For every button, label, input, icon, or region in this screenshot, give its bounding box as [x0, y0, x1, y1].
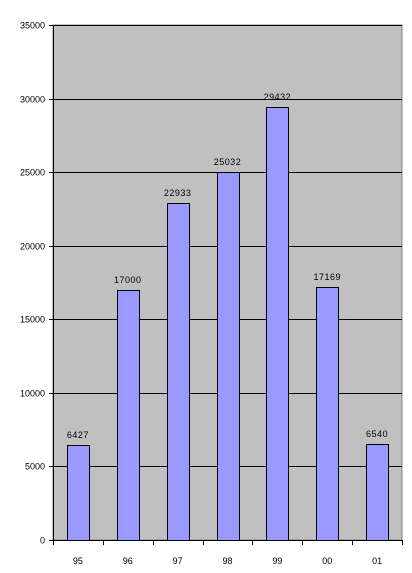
y-tick-label: 20000 — [20, 242, 45, 252]
y-axis: 0 5000 10000 15000 20000 25000 30000 35000 — [20, 21, 54, 546]
bar-96 — [117, 290, 140, 541]
bars — [67, 107, 389, 541]
data-labels: 6427 17000 22933 25032 29432 17169 6540 — [67, 92, 388, 440]
y-tick-label: 15000 — [20, 315, 45, 325]
x-tick-label: 99 — [272, 556, 282, 566]
data-label-99: 29432 — [264, 92, 292, 102]
y-tick-label: 25000 — [20, 168, 45, 178]
y-tick-label: 0 — [40, 536, 45, 546]
bar-97 — [167, 203, 190, 541]
bar-01 — [366, 444, 389, 541]
x-tick-label: 98 — [222, 556, 232, 566]
x-tick-label: 96 — [123, 556, 133, 566]
y-tick-label: 10000 — [20, 389, 45, 399]
bar-99 — [266, 107, 289, 541]
data-label-97: 22933 — [164, 188, 192, 198]
x-axis: 95 96 97 98 99 00 01 — [53, 540, 403, 566]
y-tick-label: 30000 — [20, 95, 45, 105]
x-tick-label: 95 — [73, 556, 83, 566]
x-tick-label: 01 — [372, 556, 382, 566]
data-label-00: 17169 — [313, 272, 341, 282]
x-tick-label: 00 — [322, 556, 332, 566]
x-tick-label: 97 — [173, 556, 183, 566]
data-label-95: 6427 — [67, 430, 89, 440]
bar-00 — [316, 287, 339, 541]
data-label-96: 17000 — [114, 275, 142, 285]
bar-95 — [67, 445, 90, 541]
bar-98 — [217, 172, 240, 541]
data-label-01: 6540 — [366, 429, 388, 439]
data-label-98: 25032 — [214, 157, 242, 167]
y-tick-label: 5000 — [25, 462, 45, 472]
y-tick-label: 35000 — [20, 21, 45, 31]
